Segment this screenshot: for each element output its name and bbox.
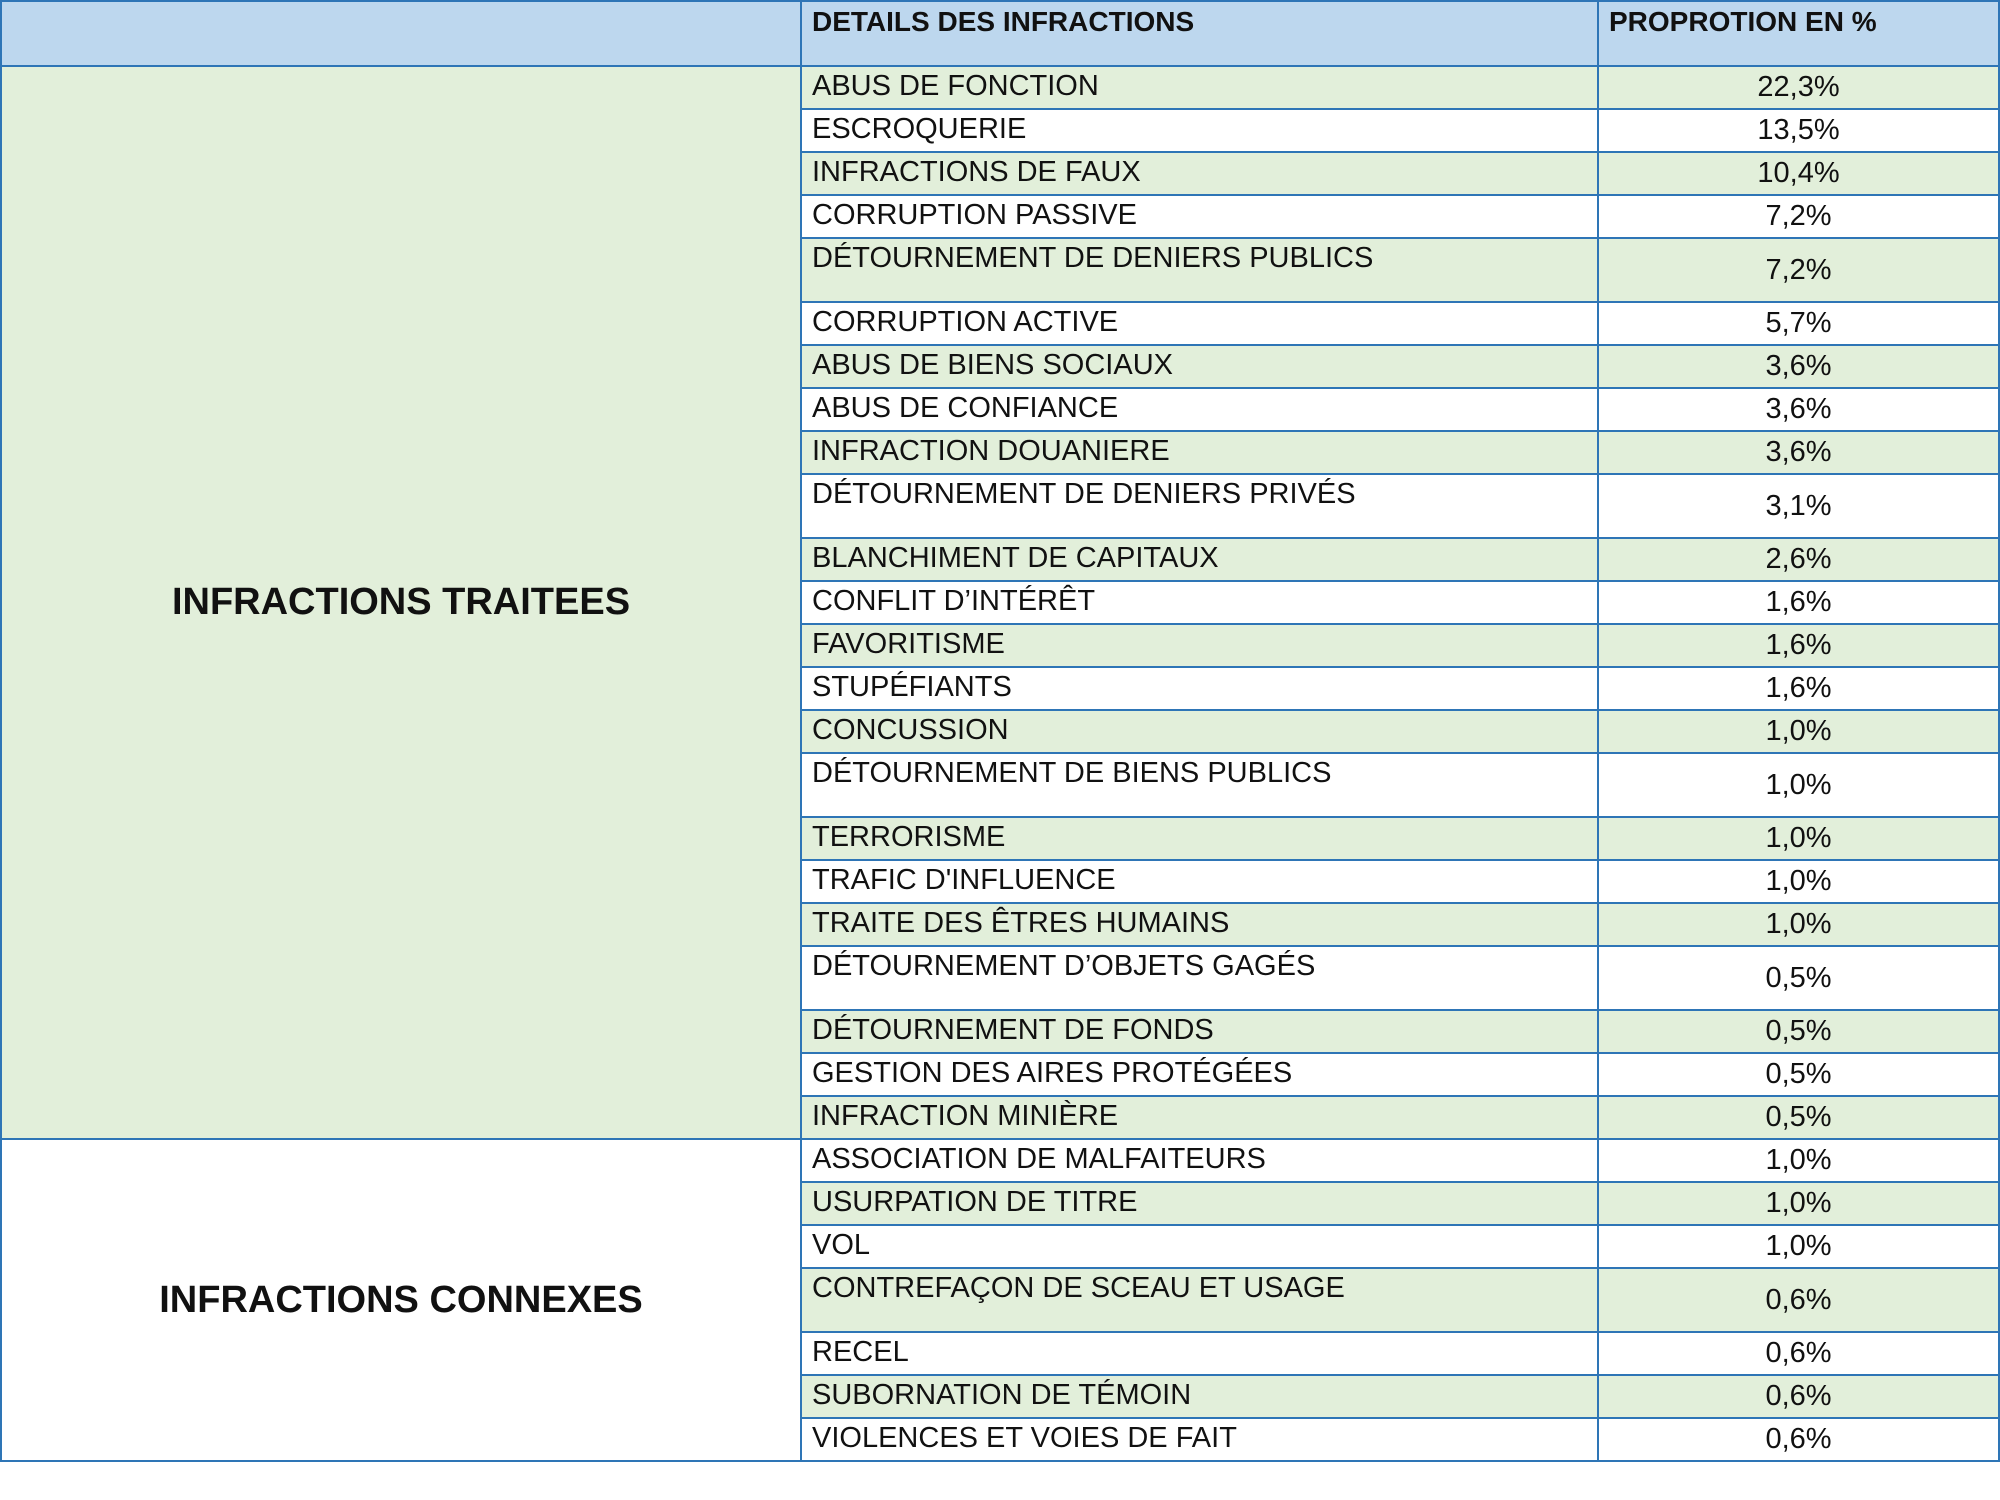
row-infraction-name: VOL bbox=[800, 1224, 1599, 1269]
row-proportion-value: 0,5% bbox=[1597, 945, 2000, 1011]
row-infraction-name: CORRUPTION PASSIVE bbox=[800, 194, 1599, 239]
row-infraction-name: VIOLENCES ET VOIES DE FAIT bbox=[800, 1417, 1599, 1462]
row-proportion-value: 3,6% bbox=[1597, 344, 2000, 389]
row-infraction-name: CONCUSSION bbox=[800, 709, 1599, 754]
row-infraction-name: DÉTOURNEMENT DE FONDS bbox=[800, 1009, 1599, 1054]
row-proportion-value: 0,5% bbox=[1597, 1095, 2000, 1140]
row-infraction-name: CONTREFAÇON DE SCEAU ET USAGE bbox=[800, 1267, 1599, 1333]
row-infraction-name: STUPÉFIANTS bbox=[800, 666, 1599, 711]
row-proportion-value: 1,0% bbox=[1597, 1181, 2000, 1226]
row-proportion-value: 1,0% bbox=[1597, 816, 2000, 861]
group-label-traitees: INFRACTIONS TRAITEES bbox=[0, 65, 802, 1140]
row-proportion-value: 3,6% bbox=[1597, 387, 2000, 432]
row-infraction-name: TRAFIC D'INFLUENCE bbox=[800, 859, 1599, 904]
row-proportion-value: 0,6% bbox=[1597, 1267, 2000, 1333]
row-proportion-value: 1,6% bbox=[1597, 580, 2000, 625]
row-infraction-name: DÉTOURNEMENT DE BIENS PUBLICS bbox=[800, 752, 1599, 818]
row-infraction-name: TRAITE DES ÊTRES HUMAINS bbox=[800, 902, 1599, 947]
header-details: DETAILS DES INFRACTIONS bbox=[800, 0, 1599, 67]
row-infraction-name: BLANCHIMENT DE CAPITAUX bbox=[800, 537, 1599, 582]
row-infraction-name: RECEL bbox=[800, 1331, 1599, 1376]
row-infraction-name: ABUS DE FONCTION bbox=[800, 65, 1599, 110]
row-infraction-name: ASSOCIATION DE MALFAITEURS bbox=[800, 1138, 1599, 1183]
header-empty-cell bbox=[0, 0, 802, 67]
row-proportion-value: 0,5% bbox=[1597, 1052, 2000, 1097]
group-label-connexes: INFRACTIONS CONNEXES bbox=[0, 1138, 802, 1462]
row-proportion-value: 22,3% bbox=[1597, 65, 2000, 110]
row-proportion-value: 1,6% bbox=[1597, 623, 2000, 668]
row-infraction-name: INFRACTION MINIÈRE bbox=[800, 1095, 1599, 1140]
row-infraction-name: GESTION DES AIRES PROTÉGÉES bbox=[800, 1052, 1599, 1097]
row-infraction-name: INFRACTIONS DE FAUX bbox=[800, 151, 1599, 196]
row-proportion-value: 0,5% bbox=[1597, 1009, 2000, 1054]
row-infraction-name: DÉTOURNEMENT DE DENIERS PUBLICS bbox=[800, 237, 1599, 303]
row-infraction-name: CORRUPTION ACTIVE bbox=[800, 301, 1599, 346]
row-proportion-value: 7,2% bbox=[1597, 194, 2000, 239]
row-infraction-name: ABUS DE CONFIANCE bbox=[800, 387, 1599, 432]
row-infraction-name: DÉTOURNEMENT D’OBJETS GAGÉS bbox=[800, 945, 1599, 1011]
row-proportion-value: 1,0% bbox=[1597, 709, 2000, 754]
row-proportion-value: 1,0% bbox=[1597, 752, 2000, 818]
row-proportion-value: 1,0% bbox=[1597, 1138, 2000, 1183]
row-infraction-name: FAVORITISME bbox=[800, 623, 1599, 668]
row-proportion-value: 0,6% bbox=[1597, 1374, 2000, 1419]
row-proportion-value: 0,6% bbox=[1597, 1331, 2000, 1376]
row-infraction-name: USURPATION DE TITRE bbox=[800, 1181, 1599, 1226]
row-infraction-name: INFRACTION DOUANIERE bbox=[800, 430, 1599, 475]
row-proportion-value: 3,1% bbox=[1597, 473, 2000, 539]
row-infraction-name: SUBORNATION DE TÉMOIN bbox=[800, 1374, 1599, 1419]
row-infraction-name: ESCROQUERIE bbox=[800, 108, 1599, 153]
row-proportion-value: 10,4% bbox=[1597, 151, 2000, 196]
row-infraction-name: DÉTOURNEMENT DE DENIERS PRIVÉS bbox=[800, 473, 1599, 539]
row-proportion-value: 5,7% bbox=[1597, 301, 2000, 346]
row-proportion-value: 13,5% bbox=[1597, 108, 2000, 153]
header-proportion: PROPROTION EN % bbox=[1597, 0, 2000, 67]
row-infraction-name: ABUS DE BIENS SOCIAUX bbox=[800, 344, 1599, 389]
infractions-table: DETAILS DES INFRACTIONS PROPROTION EN % … bbox=[0, 0, 2000, 1462]
row-proportion-value: 0,6% bbox=[1597, 1417, 2000, 1462]
row-infraction-name: CONFLIT D’INTÉRÊT bbox=[800, 580, 1599, 625]
row-infraction-name: TERRORISME bbox=[800, 816, 1599, 861]
row-proportion-value: 1,0% bbox=[1597, 859, 2000, 904]
row-proportion-value: 3,6% bbox=[1597, 430, 2000, 475]
row-proportion-value: 7,2% bbox=[1597, 237, 2000, 303]
row-proportion-value: 1,0% bbox=[1597, 902, 2000, 947]
row-proportion-value: 1,0% bbox=[1597, 1224, 2000, 1269]
row-proportion-value: 2,6% bbox=[1597, 537, 2000, 582]
row-proportion-value: 1,6% bbox=[1597, 666, 2000, 711]
